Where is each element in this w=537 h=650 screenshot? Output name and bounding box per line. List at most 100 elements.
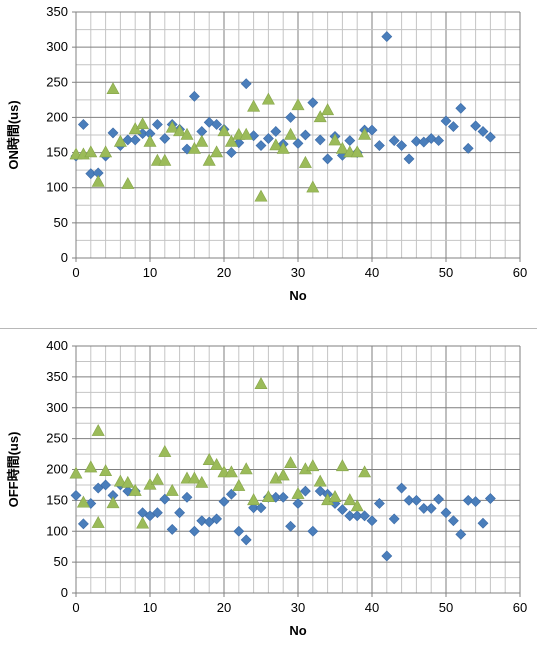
data-point-diamond	[373, 140, 385, 151]
data-point-diamond	[151, 119, 163, 130]
data-point-triangle	[247, 493, 261, 506]
data-point-diamond	[181, 491, 193, 503]
data-point-triangle	[121, 475, 135, 488]
data-point-triangle	[210, 145, 224, 158]
data-point-diamond	[388, 513, 400, 525]
data-point-triangle	[113, 474, 127, 487]
data-point-diamond	[418, 136, 430, 148]
data-point-triangle	[173, 124, 187, 137]
data-point-diamond	[410, 494, 422, 506]
data-point-triangle	[106, 496, 120, 509]
data-point-triangle	[91, 174, 105, 187]
data-point-triangle	[224, 134, 238, 147]
data-point-diamond	[484, 131, 496, 143]
data-point-diamond	[403, 153, 415, 165]
data-point-diamond	[388, 135, 400, 147]
data-point-triangle	[239, 462, 253, 475]
data-point-diamond	[166, 523, 178, 535]
data-point-diamond	[277, 491, 289, 503]
data-point-diamond	[484, 493, 496, 504]
data-point-triangle	[165, 120, 179, 133]
data-point-triangle	[254, 189, 268, 202]
data-point-triangle	[99, 145, 113, 158]
data-point-triangle	[76, 495, 90, 508]
y-tick-label: 50	[54, 215, 68, 230]
data-point-diamond	[203, 516, 215, 528]
y-tick-label: 250	[46, 431, 68, 446]
data-point-diamond	[188, 525, 200, 537]
on-time-chart: 0 50 100 150 200 250 300 350 0 10 20 30 40 50 60 No ON時間…	[6, 4, 527, 303]
x-tick-label: 0	[72, 265, 79, 280]
x-axis-title: No	[289, 623, 306, 638]
data-point-diamond	[433, 493, 445, 505]
data-point-diamond	[211, 513, 223, 525]
y-tick-label: 250	[46, 74, 68, 89]
data-point-diamond	[292, 498, 304, 509]
data-point-triangle	[195, 134, 209, 147]
data-point-diamond	[144, 510, 156, 522]
data-point-triangle	[128, 483, 142, 496]
data-point-triangle	[313, 110, 327, 123]
data-point-triangle	[313, 474, 327, 487]
data-point-triangle	[180, 127, 194, 140]
data-point-triangle	[335, 141, 349, 154]
data-point-triangle	[247, 99, 261, 112]
data-point-triangle	[210, 457, 224, 470]
data-point-triangle	[284, 127, 298, 140]
data-point-diamond	[470, 120, 482, 132]
data-point-triangle	[328, 133, 342, 146]
x-tick-label: 0	[72, 600, 79, 615]
data-point-triangle	[261, 490, 275, 502]
data-point-triangle	[328, 490, 342, 502]
data-point-diamond	[477, 517, 489, 529]
data-point-triangle	[84, 460, 98, 473]
y-tick-label: 100	[46, 523, 68, 538]
data-point-diamond	[410, 135, 422, 147]
data-point-triangle	[254, 377, 268, 389]
data-point-diamond	[440, 507, 452, 519]
x-tick-label: 30	[291, 600, 305, 615]
data-point-diamond	[292, 138, 304, 149]
data-point-diamond	[240, 534, 252, 546]
data-point-diamond	[336, 504, 348, 516]
data-point-diamond	[262, 133, 274, 144]
y-tick-label: 200	[46, 109, 68, 124]
data-point-triangle	[224, 465, 238, 478]
data-point-triangle	[291, 98, 305, 111]
data-point-diamond	[477, 126, 489, 137]
data-point-triangle	[150, 472, 164, 485]
data-point-triangle	[335, 459, 349, 472]
data-point-triangle	[350, 145, 364, 158]
data-point-diamond	[440, 115, 452, 127]
data-point-triangle	[91, 423, 105, 436]
data-point-triangle	[158, 153, 172, 166]
data-point-diamond	[129, 134, 141, 146]
data-point-diamond	[225, 488, 237, 500]
x-tick-label: 20	[217, 600, 231, 615]
data-point-diamond	[233, 525, 245, 537]
data-point-triangle	[298, 155, 312, 168]
x-tick-label: 40	[365, 265, 379, 280]
y-tick-label: 100	[46, 180, 68, 195]
data-point-diamond	[92, 482, 104, 494]
data-point-triangle	[106, 82, 120, 95]
data-point-diamond	[396, 482, 408, 494]
data-point-diamond	[188, 90, 200, 102]
chart-divider	[0, 328, 537, 329]
x-tick-label: 10	[143, 600, 157, 615]
data-point-triangle	[306, 459, 320, 472]
data-point-diamond	[100, 479, 112, 491]
data-point-triangle	[217, 124, 231, 137]
data-point-diamond	[151, 507, 163, 519]
off-time-chart: 0 50 100 150 200 250 300 350 400 0 10 20 30 40 50 60 No O…	[0, 329, 537, 650]
data-point-triangle	[358, 127, 372, 140]
data-point-triangle	[187, 141, 201, 154]
data-point-diamond	[462, 494, 474, 506]
data-point-triangle	[187, 471, 201, 484]
data-point-diamond	[381, 550, 393, 562]
data-point-diamond	[462, 142, 474, 154]
y-tick-label: 350	[46, 369, 68, 384]
data-point-triangle	[143, 134, 157, 147]
data-point-triangle	[291, 486, 305, 499]
y-tick-label: 0	[61, 585, 68, 600]
